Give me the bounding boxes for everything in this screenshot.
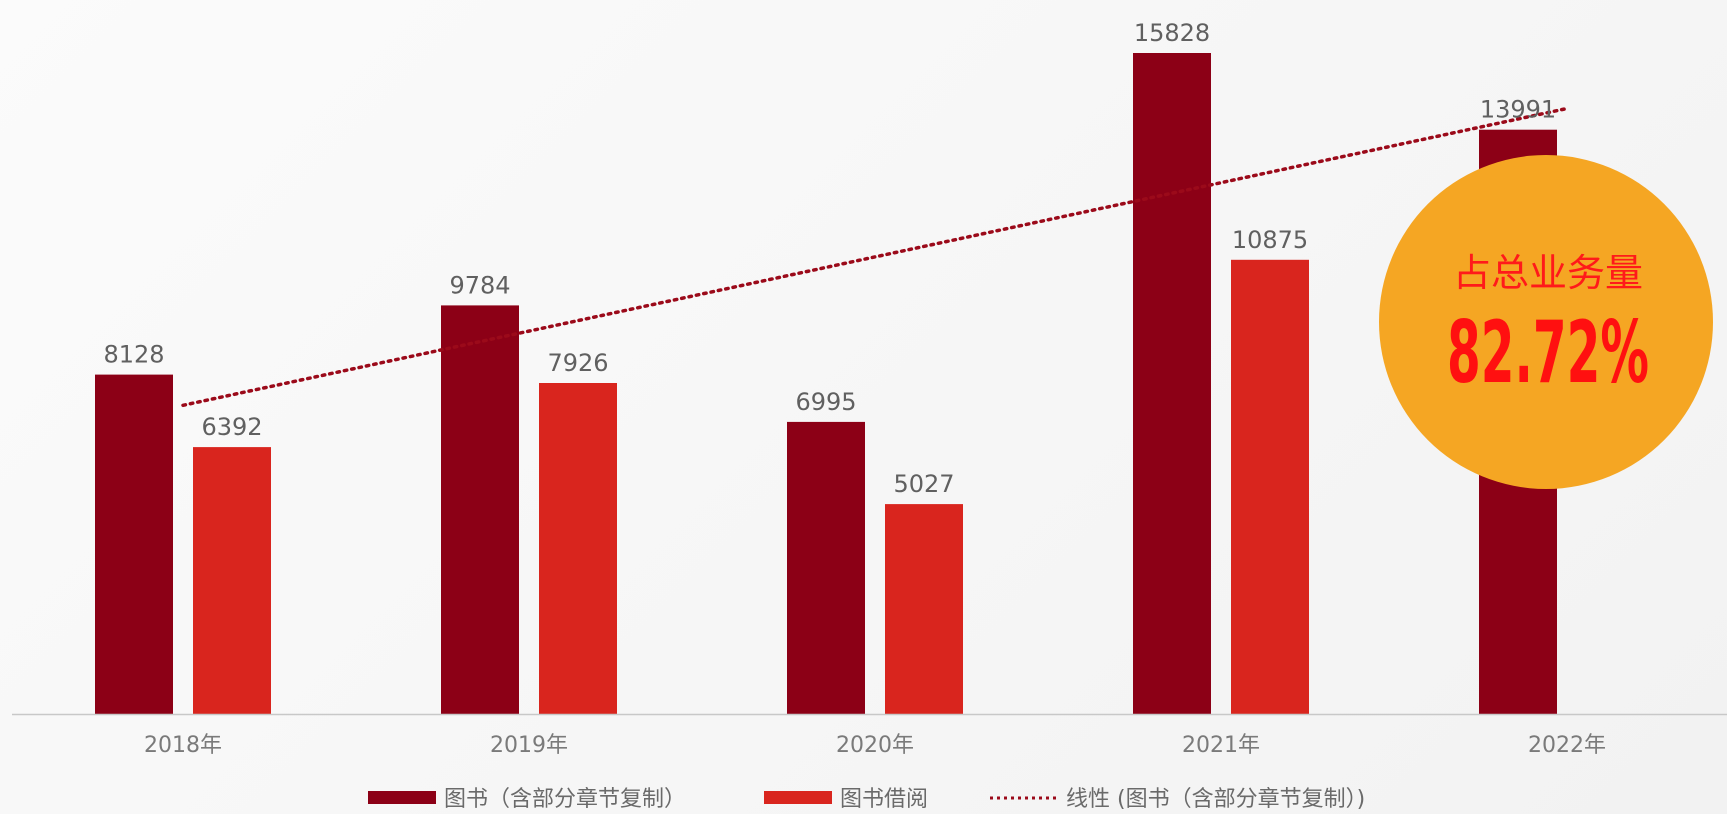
legend-label-trendline: 线性 (图书（含部分章节复制）) — [1066, 787, 1365, 812]
bar-series-2-2021年 — [1231, 259, 1309, 714]
data-label-series-1-2022年: 13991 — [1480, 96, 1556, 124]
legend-label-series-2: 图书借阅 — [840, 787, 928, 812]
data-label-series-1-2018年: 8128 — [103, 341, 164, 369]
x-tick-label-2022年: 2022年 — [1528, 733, 1606, 758]
bar-series-1-2019年 — [441, 305, 519, 714]
legend-item-trendline: 线性 (图书（含部分章节复制）) — [990, 787, 1365, 812]
bar-series-2-2018年 — [193, 447, 271, 714]
bar-series-1-2018年 — [95, 374, 173, 714]
data-label-series-2-2021年: 10875 — [1232, 226, 1308, 254]
data-label-series-2-2018年: 6392 — [201, 413, 262, 441]
badge-caption: 占总业务量 — [1453, 251, 1643, 295]
bar-series-1-2020年 — [787, 421, 865, 714]
data-label-series-1-2021年: 15828 — [1134, 19, 1210, 47]
data-label-series-2-2019年: 7926 — [547, 349, 608, 377]
bar-series-2-2019年 — [539, 383, 617, 714]
trendline — [181, 106, 1569, 408]
x-tick-label-2018年: 2018年 — [144, 733, 222, 758]
legend-item-series-2: 图书借阅 — [764, 787, 928, 812]
bar-series-2-2020年 — [885, 504, 963, 714]
legend: 图书（含部分章节复制） 图书借阅 线性 (图书（含部分章节复制）) — [368, 787, 1365, 812]
legend-swatch-series-2 — [764, 791, 832, 804]
x-tick-label-2020年: 2020年 — [836, 733, 914, 758]
data-label-series-2-2020年: 5027 — [893, 470, 954, 498]
legend-label-series-1: 图书（含部分章节复制） — [444, 787, 686, 812]
legend-swatch-series-1 — [368, 791, 436, 804]
x-tick-label-2019年: 2019年 — [490, 733, 568, 758]
legend-item-series-1: 图书（含部分章节复制） — [368, 787, 686, 812]
share-badge: 占总业务量 82.72% — [1379, 155, 1713, 489]
data-label-series-1-2020年: 6995 — [795, 388, 856, 416]
data-label-series-1-2019年: 9784 — [449, 271, 510, 299]
badge-value: 82.72% — [1447, 303, 1649, 403]
badge-circle — [1379, 155, 1713, 489]
x-tick-label-2021年: 2021年 — [1182, 733, 1260, 758]
bar-series-1-2021年 — [1133, 53, 1211, 714]
